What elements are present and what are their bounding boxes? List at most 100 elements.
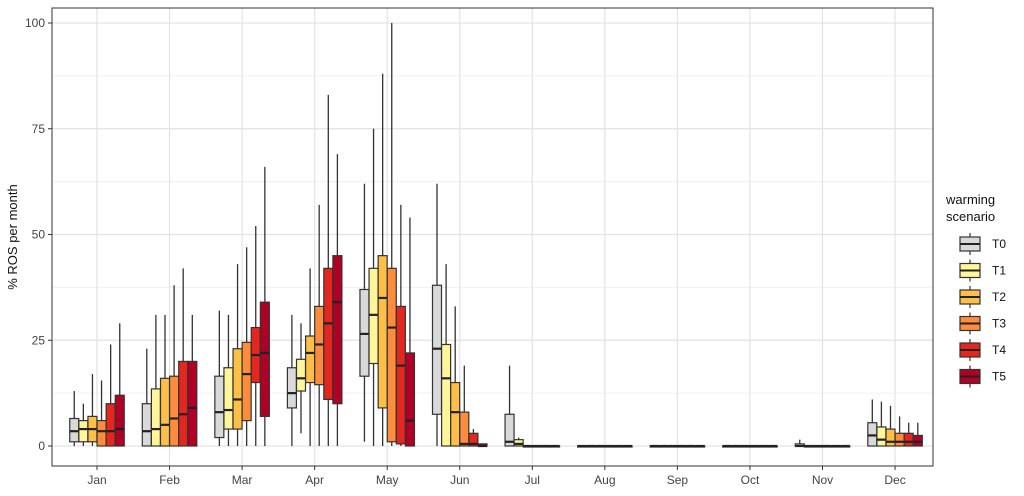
- box-t0-jan: [69, 391, 80, 446]
- box-t3-oct: [749, 444, 760, 448]
- box-t5-apr: [332, 154, 343, 446]
- legend-label: T1: [992, 264, 1006, 278]
- box-t1-oct: [731, 444, 742, 448]
- legend-label: T4: [992, 343, 1006, 357]
- box-t5-jan: [114, 323, 125, 447]
- box: [885, 428, 896, 447]
- box: [141, 403, 152, 447]
- legend-item-t5: T5: [959, 365, 1006, 388]
- box-t0-nov: [794, 439, 805, 448]
- x-tick-label-apr: Apr: [305, 473, 324, 487]
- box-t4-aug: [613, 444, 624, 448]
- box: [450, 381, 461, 447]
- y-axis: 0 25 50 75 100: [25, 16, 52, 453]
- box-t4-feb: [178, 268, 189, 447]
- box-t0-may: [359, 183, 370, 442]
- x-tick-label-dec: Dec: [884, 473, 905, 487]
- box-t3-sep: [676, 444, 688, 448]
- box-t5-may: [404, 217, 416, 447]
- y-tick-label: 100: [25, 16, 45, 30]
- box-t1-sep: [658, 444, 669, 448]
- box-t4-apr: [323, 94, 334, 446]
- box-t1-mar: [223, 314, 234, 446]
- box: [903, 432, 914, 447]
- x-tick-label-may: May: [376, 473, 399, 487]
- x-axis: Jan Feb Mar Apr May Jun Jul Aug Sep Oct Nov Dec: [87, 466, 906, 487]
- box-t3-aug: [604, 444, 615, 448]
- x-tick-label-jul: Jul: [525, 473, 540, 487]
- legend-label: T3: [992, 317, 1006, 331]
- box-t1-jun: [441, 264, 452, 447]
- box: [187, 360, 198, 447]
- box-t5-feb: [187, 314, 198, 447]
- box: [377, 255, 388, 409]
- box-t5-oct: [767, 444, 778, 448]
- box-t1-dec: [876, 401, 887, 447]
- box: [114, 394, 125, 447]
- box-t0-jul: [504, 365, 515, 447]
- box: [150, 388, 161, 447]
- y-tick-label: 50: [32, 228, 46, 242]
- legend-item-t0: T0: [959, 233, 1006, 255]
- x-tick-label-feb: Feb: [159, 473, 180, 487]
- box-t2-dec: [885, 405, 896, 447]
- box-t1-aug: [586, 444, 597, 448]
- box-t0-oct: [722, 444, 733, 448]
- box: [223, 367, 234, 430]
- box-t4-nov: [831, 444, 842, 448]
- box-t3-dec: [894, 416, 905, 447]
- y-tick-label: 0: [38, 439, 45, 453]
- box-t4-oct: [758, 444, 769, 448]
- box-t4-jun: [468, 429, 479, 447]
- box-t3-jan: [96, 380, 107, 447]
- box-t0-mar: [214, 310, 225, 446]
- box: [404, 352, 416, 447]
- box-t5-aug: [622, 444, 633, 448]
- legend-label: T0: [992, 237, 1006, 251]
- y-axis-label: % ROS per month: [5, 184, 20, 290]
- box-t2-may: [377, 73, 388, 446]
- box-t2-jan: [87, 374, 98, 446]
- box-t5-dec: [912, 422, 923, 447]
- x-tick-label-jan: Jan: [87, 473, 106, 487]
- box-t3-jun: [459, 365, 470, 447]
- legend-item-t2: T2: [959, 286, 1006, 308]
- box-t5-nov: [840, 444, 851, 448]
- box-t2-apr: [305, 268, 316, 446]
- box: [159, 377, 171, 447]
- box-t1-nov: [803, 444, 814, 448]
- legend-label: T5: [992, 370, 1006, 384]
- box: [241, 341, 252, 422]
- y-tick-label: 75: [32, 122, 46, 136]
- box: [78, 420, 89, 443]
- legend-item-t4: T4: [959, 339, 1006, 361]
- box-t3-jul: [531, 444, 542, 448]
- box-t4-may: [395, 204, 406, 446]
- x-tick-label-jun: Jun: [450, 473, 469, 487]
- box-t0-apr: [286, 314, 297, 446]
- boxes: [69, 23, 923, 448]
- box: [259, 301, 270, 417]
- box: [323, 267, 334, 401]
- box: [468, 432, 479, 447]
- box: [169, 375, 180, 447]
- box-t5-jul: [549, 444, 561, 448]
- legend: warming scenario T0 T1 T2 T3 T4 T5: [945, 192, 1006, 388]
- box: [332, 255, 343, 405]
- box-t0-dec: [867, 399, 878, 447]
- box-t4-mar: [250, 226, 261, 446]
- box-t1-may: [368, 128, 379, 446]
- box-t4-jul: [540, 444, 552, 448]
- box: [459, 411, 470, 447]
- legend-label: T2: [992, 290, 1006, 304]
- box-t4-jan: [105, 344, 116, 447]
- box-t3-nov: [821, 444, 833, 448]
- box-t1-feb: [150, 314, 161, 447]
- y-tick-label: 25: [32, 333, 46, 347]
- box-t3-mar: [241, 247, 252, 446]
- box-t0-feb: [141, 348, 152, 447]
- box: [395, 305, 406, 445]
- box-t2-oct: [740, 444, 751, 448]
- legend-item-t1: T1: [959, 259, 1006, 282]
